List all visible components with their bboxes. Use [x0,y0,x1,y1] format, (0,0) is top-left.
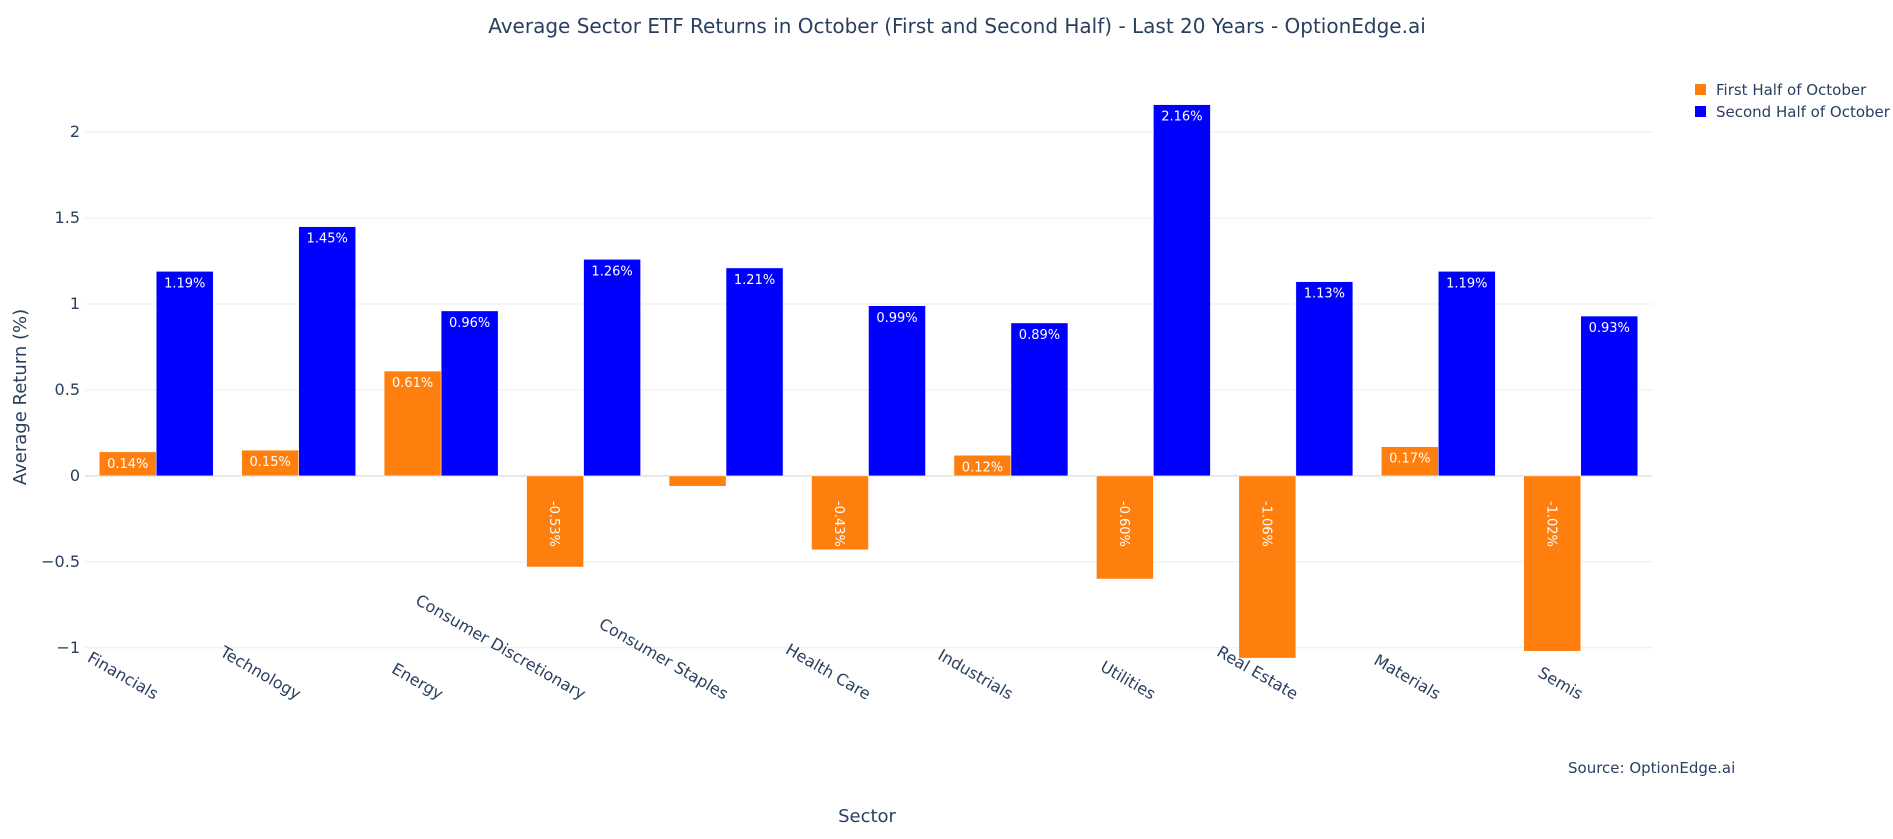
legend-label: Second Half of October [1716,103,1891,121]
bar-second-half[interactable] [868,305,926,477]
bar-first-half[interactable] [1381,446,1439,477]
x-tick-label: Health Care [783,640,874,704]
bar-second-half[interactable] [583,259,641,477]
legend[interactable]: First Half of October Second Half of Octo… [1695,81,1891,121]
bar-value-label: 0.61% [392,376,433,391]
bar-value-label: 1.45% [307,232,348,247]
bar-value-label: 0.96% [449,316,490,331]
bar-value-label: 1.19% [164,276,205,291]
bar-value-label: 1.21% [734,273,775,288]
bar-first-half[interactable] [811,475,869,551]
bar-value-label: 2.16% [1161,110,1202,125]
bar-value-label: 1.13% [1304,287,1345,302]
y-tick-label: 0.5 [55,380,80,399]
x-tick-label: Semis [1535,663,1586,704]
bar-second-half[interactable] [440,310,499,477]
bar-second-half[interactable] [1153,104,1211,477]
bar-value-label: 0.15% [250,455,291,470]
bar-first-half[interactable] [98,451,157,477]
x-tick-label: Technology [216,642,304,704]
bar-second-half[interactable] [1438,271,1496,477]
x-tick-label: Industrials [935,645,1017,703]
y-axis-title: Average Return (%) [10,309,31,485]
bar-first-half[interactable] [1523,475,1582,652]
bar-value-label: -0.60% [1116,501,1131,547]
bar-value-label: 0.99% [876,311,917,326]
bar-second-half[interactable] [298,226,356,477]
x-axis-title: Sector [838,806,896,827]
y-tick-label: 2 [70,122,80,141]
bar-value-label: -1.06% [1258,501,1273,547]
bar-value-label: -0.43% [831,501,846,547]
bar-value-label: 0.93% [1589,321,1630,336]
x-tick-label: Energy [389,659,447,703]
legend-label: First Half of October [1716,81,1867,99]
bar-labels: 0.14% 1.19% 0.15% 1.45% 0.61% 0.96% -0.53% 1.26… [107,110,1630,547]
x-tick-label: Materials [1371,650,1444,703]
bar-first-half[interactable] [1238,475,1297,659]
x-tick-label: Consumer Staples [596,614,732,703]
bar-value-label: 1.26% [591,264,632,279]
chart-title: Average Sector ETF Returns in October (F… [488,14,1426,38]
x-tick-label: Financials [84,648,161,704]
x-tick-label: Utilities [1097,657,1159,704]
bar-first-half[interactable] [1096,475,1154,580]
bar-value-label: 0.89% [1019,328,1060,343]
bar-value-label: 0.14% [107,457,148,472]
legend-swatch [1695,84,1706,95]
y-axis-ticks: −1 −0.5 0 0.5 1 1.5 2 [41,122,80,657]
bar-first-half[interactable] [668,475,727,487]
bar-value-label: 0.17% [1389,452,1430,467]
bar-first-half[interactable] [526,475,584,568]
bar-value-label: 1.19% [1446,276,1487,291]
bar-second-half[interactable] [1295,281,1354,477]
y-tick-label: −1 [56,638,80,657]
bar-value-label: -1.02% [1543,501,1558,547]
bar-second-half[interactable] [725,267,784,477]
y-tick-label: 1.5 [55,208,80,227]
source-annotation: Source: OptionEdge.ai [1568,759,1735,777]
bar-second-half[interactable] [1580,315,1639,477]
y-tick-label: 0 [70,466,80,485]
bar-value-label: -0.53% [546,501,561,547]
bar-first-half[interactable] [383,370,442,477]
bar-second-half[interactable] [1010,322,1069,477]
bars [98,104,1639,659]
y-tick-label: 1 [70,294,80,313]
bar-first-half[interactable] [241,449,299,477]
y-tick-label: −0.5 [41,552,80,571]
bar-value-label: 0.12% [962,460,1003,475]
bar-second-half[interactable] [155,271,214,477]
legend-swatch [1695,106,1706,117]
